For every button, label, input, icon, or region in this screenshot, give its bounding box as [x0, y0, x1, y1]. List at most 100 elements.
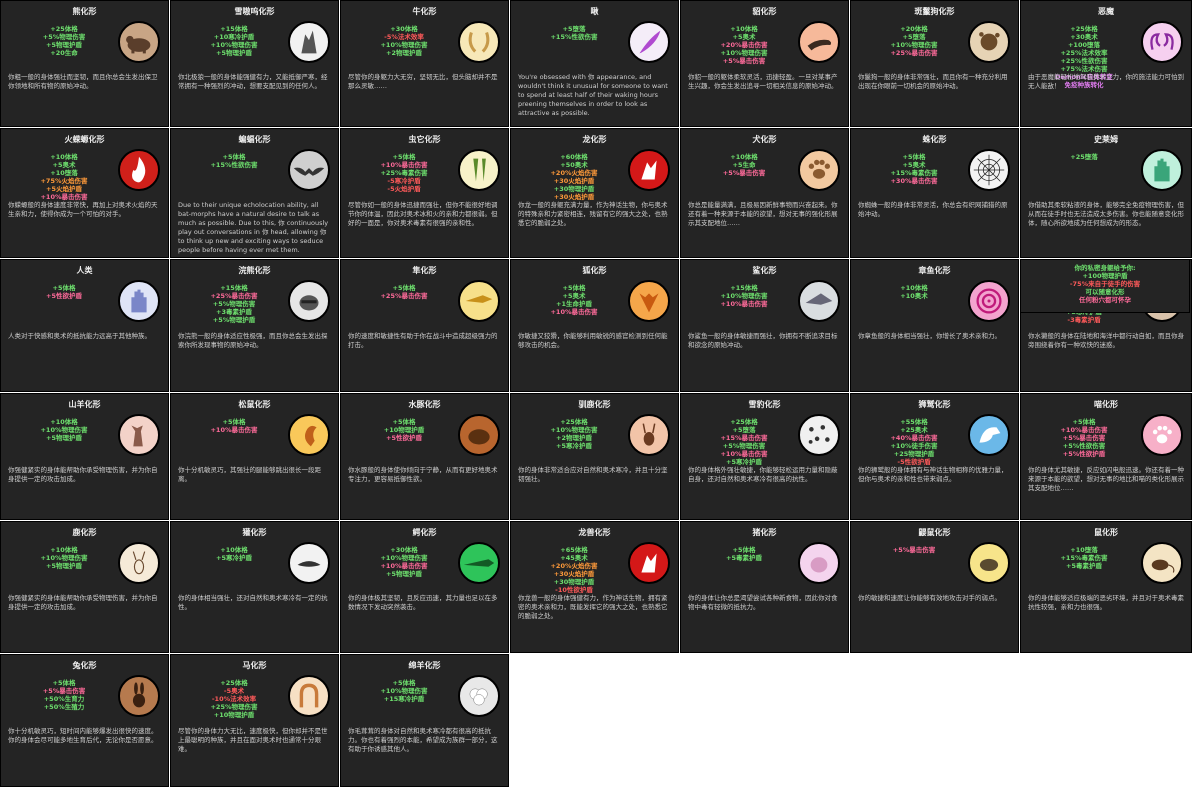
- stat-line: +5物理护盾: [216, 49, 252, 57]
- web-icon: [968, 149, 1010, 191]
- race-title: 鼹鼠化形: [918, 528, 951, 537]
- race-card[interactable]: 山羊化形 +10体格 +10%物理伤害 +5物理护盾 你强健紧实的身体能帮助你承受物理伤…: [0, 393, 169, 520]
- race-card[interactable]: 蛛化形 +5体格 +5奥术 +15%毒素伤害 +30%暴击伤害 你蜘蛛一般的身体非常灵活，…: [850, 128, 1019, 258]
- race-card[interactable]: 鹿化形 +10体格 +10%物理伤害 +5物理护盾 你强健紧实的身体能帮助你承受物理伤害…: [0, 521, 169, 653]
- race-stats: +60体格 +50奥术 +20%火焰伤害 +30火焰护盾 +30物理护盾 +30火焰护盾: [519, 153, 629, 201]
- race-card[interactable]: 熊化形 +25体格 +5%物理伤害 +5物理护盾 +20生命 你粗一般的身体强壮而坚韧，而…: [0, 0, 169, 127]
- race-card[interactable]: 貂化形 +10体格 +5奥术 +20%暴击伤害 +10%物理伤害 +5%暴击伤害 你貂一般的…: [680, 0, 849, 127]
- race-card[interactable]: 隼化形 +5体格 +25%暴击伤害 你的速度和敏捷性有助于你在战斗中造成超级强力的打击…: [340, 259, 509, 392]
- stat-line: +20%暴击伤害: [720, 41, 768, 49]
- race-card[interactable]: 鼠化形 +10堕落 +15%毒素伤害 +5毒素护盾 你的身体能够适应极端的恶劣环境，并且…: [1020, 521, 1192, 653]
- race-card[interactable]: 雪豹化形 +25体格 +5堕落 +15%暴击伤害 +5%物理伤害 +10%暴击伤害 +5寒冷…: [680, 393, 849, 520]
- stat-line: +25%性欲伤害: [1060, 57, 1108, 65]
- stat-line: +30体格: [390, 546, 418, 554]
- stat-line: +5%物理伤害: [42, 33, 86, 41]
- race-title: 史莱姆: [1094, 135, 1118, 144]
- stat-line: +5奥术: [562, 292, 586, 300]
- race-card[interactable]: 斑鬣狗化形 +20体格 +5堕落 +10%物理伤害 +25%暴击伤害 你鬣狗一般的身体非常…: [850, 0, 1019, 127]
- stat-line: +10体格: [730, 25, 758, 33]
- race-stats: +5体格 +15%性欲伤害: [179, 153, 289, 169]
- race-stats: +10体格 +5生命 +5%暴击伤害: [689, 153, 799, 177]
- race-title: 鹿化形: [72, 528, 97, 537]
- race-description: 你浣熊一般的身体适应性极强，而且你总会生发出探索你所发现事物的原始冲动。: [178, 332, 328, 349]
- race-card[interactable]: 牛化形 +30体格 -5%法术效率 +10%物理伤害 +2物理护盾 尽管你的身躯力大无穷，…: [340, 0, 509, 127]
- race-card[interactable]: 狮鹫化形 +55体格 +25奥术 +40%暴击伤害 +10%徒手伤害 +25物理护盾 -5性…: [850, 393, 1019, 520]
- race-card[interactable]: 喵化形 +5体格 +10%暴击伤害 +5%暴击伤害 +5%性欲伤害 +5%性欲护盾 你的身体…: [1020, 393, 1192, 520]
- stat-line: -5寒冷护盾: [387, 177, 421, 185]
- stat-line: +5寒冷护盾: [216, 554, 252, 562]
- griffin-icon: [968, 414, 1010, 456]
- race-stats: +15体格 +25%暴击伤害 +5%物理伤害 +3毒素护盾 +5%物理护盾: [179, 284, 289, 324]
- race-card[interactable]: 獾化形 +10体格 +5寒冷护盾 你的身体相当强壮，还对自然和奥术寒冷有一定的抗性。: [170, 521, 339, 653]
- race-card[interactable]: 绵羊化形 +5体格 +10%物理伤害 +15寒冷护盾 你毛茸茸的身体对自然和奥术寒冷都有…: [340, 654, 509, 787]
- stat-line: +30物理护盾: [553, 578, 595, 586]
- race-card[interactable]: 犬化形 +10体格 +5生命 +5%暴击伤害 你总是能量满满，且极易因新鲜事物而兴奋起来…: [680, 128, 849, 258]
- race-card[interactable]: 鳄化形 +30体格 +10%物理伤害 +10%暴击伤害 +5物理护盾 你的身体极其坚韧，且…: [340, 521, 509, 653]
- race-card[interactable]: 史莱姆 +25堕落 你借助其柔软粘液的身体，能够完全免疫物理伤害，但从而在徒手时也无…: [1020, 128, 1192, 258]
- race-card[interactable]: 驯鹿化形 +25体格 +10%物理伤害 +2物理护盾 +5寒冷护盾 你的身体非常适合应对自…: [510, 393, 679, 520]
- race-stats: +5体格 +5%暴击伤害 +50%生育力 +50%生殖力: [9, 679, 119, 711]
- race-card[interactable]: 浣熊化形 +15体格 +25%暴击伤害 +5%物理伤害 +3毒素护盾 +5%物理护盾 你浣熊…: [170, 259, 339, 392]
- stat-line: +5%性欲护盾: [1062, 450, 1106, 458]
- stat-line: +50奥术: [560, 161, 588, 169]
- race-card[interactable]: 恶魔 +25体格 +30奥术 +100堕落 +25%法术效率 +25%性欲伤害 +75%法术…: [1020, 0, 1192, 127]
- stat-line: +50%生殖力: [43, 703, 85, 711]
- race-title: 隼化形: [412, 266, 437, 275]
- race-card[interactable]: 虫它化形 +5体格 +10%暴击伤害 +25%毒素伤害 -5寒冷护盾 -5火焰护盾 尽管你如…: [340, 128, 509, 258]
- stat-line: +25%法术效率: [1060, 49, 1108, 57]
- race-card[interactable]: 章鱼化形 +10体格 +10奥术 你章鱼般的身体相当强壮，你增长了奥术亲和力。: [850, 259, 1019, 392]
- stat-line: +10%物理伤害: [890, 41, 938, 49]
- stat-line: +45奥术: [560, 554, 588, 562]
- race-card[interactable]: 龙化形 +60体格 +50奥术 +20%火焰伤害 +30火焰护盾 +30物理护盾 +30火焰…: [510, 128, 679, 258]
- stat-line: +20体格: [900, 25, 928, 33]
- race-card[interactable]: 狐化形 +5体格 +5奥术 +1生命护盾 +10%暴击伤害 你敏捷又狡猾，你能够利用敏锐的…: [510, 259, 679, 392]
- race-card[interactable]: 火蝾螈化形 +10体格 +5奥术 +10堕落 +75%火焰伤害 +5火焰护盾 +10%暴击伤…: [0, 128, 169, 258]
- race-card[interactable]: 鲨化形 +15体格 +10%物理伤害 +10%暴击伤害 你鲨鱼一般的身体敏捷而强壮，你拥…: [680, 259, 849, 392]
- race-title: 驯鹿化形: [578, 400, 611, 409]
- race-description: 你龙兽一般的身体强健有力，作为神话生物，拥有紧密的奥术亲和力，既能发挥它的强大之…: [518, 594, 668, 620]
- race-card[interactable]: 松鼠化形 +5体格 +10%暴击伤害 你十分机敏灵巧，其强壮的腿能够跳出很长一段距离。: [170, 393, 339, 520]
- race-card[interactable]: 人类 +5体格 +5性欲护盾 人类对于快感和奥术的抵抗能力远高于其他种族。: [0, 259, 169, 392]
- race-description: 你水豚般的身体使你倾向于宁静，从而有更好地奥术专注力，更容易抵御性欲。: [348, 466, 498, 483]
- stat-line: 免疫种族转化: [1064, 81, 1104, 89]
- bonus-line: -75%来自于徒手的伤害: [1069, 280, 1141, 288]
- stat-line: +10堕落: [1070, 546, 1098, 554]
- race-card[interactable]: 蝙蝠化形 +5体格 +15%性欲伤害 Due to their unique echo…: [170, 128, 339, 258]
- race-card[interactable]: 马化形 +25体格 -5奥术 -10%法术效率 +25%物理伤害 +10物理护盾 尽管你的身…: [170, 654, 339, 787]
- stat-line: +30体格: [390, 25, 418, 33]
- stat-line: +5体格: [392, 418, 416, 426]
- race-card[interactable]: 雪嗷呜化形 +15体格 +10寒冷护盾 +10%物理伤害 +5物理护盾 你北极狼一般的身体…: [170, 0, 339, 127]
- race-title: 章鱼化形: [918, 266, 951, 275]
- stat-line: +5%物理护盾: [212, 316, 256, 324]
- race-stats: +5体格 +10%暴击伤害: [179, 418, 289, 434]
- feather-icon: [628, 21, 670, 63]
- wolf-icon: [288, 21, 330, 63]
- fangs-icon: [458, 149, 500, 191]
- rat-icon: [1141, 542, 1183, 584]
- stat-line: +5体格: [562, 284, 586, 292]
- stat-line: +5寒冷护盾: [726, 458, 762, 466]
- race-card[interactable]: 兔化形 +5体格 +5%暴击伤害 +50%生育力 +50%生殖力 你十分机敏灵巧，短时间内…: [0, 654, 169, 787]
- stat-line: -5%法术效率: [384, 33, 424, 41]
- race-stats: +25体格 +30奥术 +100堕落 +25%法术效率 +25%性欲伤害 +75%法术伤害…: [1029, 25, 1139, 89]
- race-description: 你的身体格外强壮敏捷，你能够轻松运用力量和隐蔽自身，还对自然和奥术寒冷有很高的抗…: [688, 466, 838, 483]
- race-card[interactable]: 啾 +5堕落 +15%性欲伤害 You're obsessed with 你 appe…: [510, 0, 679, 127]
- stat-line: +5%物理伤害: [212, 300, 256, 308]
- race-card[interactable]: 猪化形 +5体格 +5毒素护盾 你的身体让你总是渴望尝试各种新食物，因此你对食物中毒有…: [680, 521, 849, 653]
- race-title: 鼠化形: [1094, 528, 1118, 537]
- stat-line: +10%物理伤害: [210, 41, 258, 49]
- race-description: 你北极狼一般的身体能强健有力，又能抵御严寒，经常拥有一种强烈的冲动，想要支配见到…: [178, 73, 328, 90]
- race-description: 你粗一般的身体强壮而坚韧，而且你总会生发出保卫你领地和所有物的原始冲动。: [8, 73, 158, 90]
- race-card[interactable]: 水豚化形 +5体格 +10物理护盾 +5性欲护盾 你水豚般的身体使你倾向于宁静，从而有更…: [340, 393, 509, 520]
- race-card[interactable]: 鼹鼠化形 +5%暴击伤害 你的敏捷和速度让你能够有效地攻击对手的弱点。: [850, 521, 1019, 653]
- pig-icon: [798, 542, 840, 584]
- race-stats: +55体格 +25奥术 +40%暴击伤害 +10%徒手伤害 +25物理护盾 -5性欲护盾: [859, 418, 969, 466]
- race-card[interactable]: 龙兽化形 +65体格 +45奥术 +20%火焰伤害 +30火焰护盾 +30物理护盾 -10性…: [510, 521, 679, 653]
- stat-line: +5毒素护盾: [1066, 562, 1102, 570]
- stat-line: +10%暴击伤害: [720, 300, 768, 308]
- stat-line: +10%物理伤害: [380, 41, 428, 49]
- race-title: 松鼠化形: [238, 400, 271, 409]
- stat-line: +25%暴击伤害: [210, 292, 258, 300]
- stat-line: +40%暴击伤害: [890, 434, 938, 442]
- stat-line: +5%暴击伤害: [892, 546, 936, 554]
